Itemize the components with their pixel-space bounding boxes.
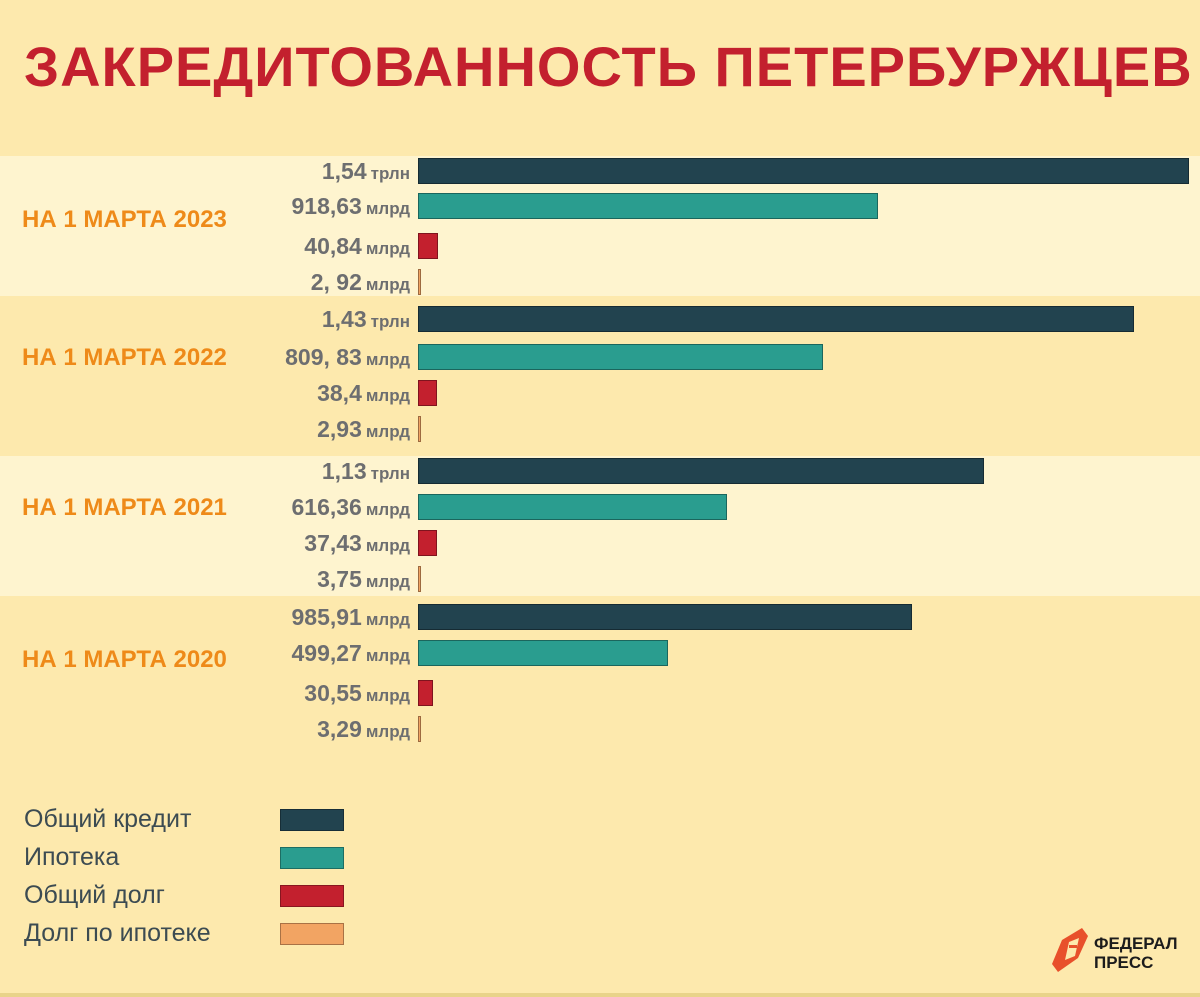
data-label-value: 37,43 xyxy=(304,530,362,556)
data-label: 2, 92 млрд xyxy=(311,271,410,294)
chart-title: ЗАКРЕДИТОВАННОСТЬ ПЕТЕРБУРЖЦЕВ xyxy=(24,35,1193,98)
bar xyxy=(418,680,434,706)
data-label-value: 30,55 xyxy=(304,680,362,706)
bar xyxy=(418,344,824,370)
logo-line-1: ФЕДЕРАЛ xyxy=(1094,934,1178,953)
legend-label: Ипотека xyxy=(24,843,120,871)
data-label: 1,54 трлн xyxy=(322,160,410,183)
data-label: 616,36 млрд xyxy=(292,496,411,519)
group-label: НА 1 МАРТА 2020 xyxy=(22,646,227,673)
bar xyxy=(418,566,421,592)
data-label-value: 616,36 xyxy=(291,494,362,520)
bar xyxy=(418,158,1189,184)
data-label: 2,93 млрд xyxy=(317,418,410,441)
data-label-value: 985,91 xyxy=(291,604,362,630)
federal-press-logo: ФЕДЕРАЛ ПРЕСС xyxy=(1052,928,1192,978)
legend-swatch xyxy=(280,885,344,907)
legend-label: Долг по ипотеке xyxy=(24,919,211,947)
legend-swatch xyxy=(280,809,344,831)
bar xyxy=(418,233,439,259)
data-label-value: 918,63 xyxy=(291,193,362,219)
data-label-value: 1,43 xyxy=(321,306,367,332)
data-label-unit: млрд xyxy=(365,239,410,258)
data-label-unit: млрд xyxy=(365,199,410,218)
data-label-value: 2,93 xyxy=(317,416,362,442)
legend-label: Общий долг xyxy=(24,881,165,909)
bar xyxy=(418,530,437,556)
data-label: 37,43 млрд xyxy=(304,532,410,555)
bar xyxy=(418,640,668,666)
legend-swatch xyxy=(280,923,344,945)
data-label-unit: трлн xyxy=(370,464,410,483)
group-label: НА 1 МАРТА 2022 xyxy=(22,344,227,371)
data-label: 499,27 млрд xyxy=(292,642,411,665)
data-label: 3,75 млрд xyxy=(317,568,410,591)
bottom-divider xyxy=(0,993,1200,997)
data-label-unit: млрд xyxy=(365,610,410,629)
group-label: НА 1 МАРТА 2021 xyxy=(22,494,227,521)
data-label-value: 1,13 xyxy=(321,458,367,484)
data-label: 3,29 млрд xyxy=(317,718,410,741)
data-label-unit: млрд xyxy=(365,646,410,665)
data-label-value: 3,29 xyxy=(317,716,362,742)
data-label-value: 38,4 xyxy=(317,380,362,406)
data-label: 1,13 трлн xyxy=(322,460,410,483)
bar xyxy=(418,269,421,295)
bar xyxy=(418,193,878,219)
data-label-unit: млрд xyxy=(365,722,410,741)
bar xyxy=(418,604,912,630)
data-label-value: 3,75 xyxy=(317,566,362,592)
legend-swatch xyxy=(280,847,344,869)
group-label: НА 1 МАРТА 2023 xyxy=(22,206,227,233)
data-label-unit: млрд xyxy=(365,500,410,519)
data-label: 985,91 млрд xyxy=(292,606,411,629)
data-label: 38,4 млрд xyxy=(317,382,410,405)
data-label-unit: млрд xyxy=(365,572,410,591)
bar xyxy=(418,716,421,742)
data-label: 809, 83 млрд xyxy=(285,346,410,369)
data-label-unit: млрд xyxy=(365,275,410,294)
data-label-unit: трлн xyxy=(370,312,410,331)
data-label-value: 2, 92 xyxy=(310,269,362,295)
federal-press-logo-icon xyxy=(1052,928,1088,972)
data-label-unit: млрд xyxy=(365,686,410,705)
bar xyxy=(418,458,984,484)
data-label-value: 499,27 xyxy=(291,640,362,666)
bar xyxy=(418,416,421,442)
data-label-unit: млрд xyxy=(365,536,410,555)
bar xyxy=(418,380,438,406)
data-label-unit: млрд xyxy=(365,422,410,441)
logo-line-2: ПРЕСС xyxy=(1094,953,1154,972)
data-label: 1,43 трлн xyxy=(322,308,410,331)
data-label: 30,55 млрд xyxy=(304,682,410,705)
data-label-value: 40,84 xyxy=(304,233,362,259)
legend-label: Общий кредит xyxy=(24,805,192,833)
data-label-unit: млрд xyxy=(365,350,410,369)
data-label-value: 809, 83 xyxy=(285,344,362,370)
data-label-unit: млрд xyxy=(365,386,410,405)
bar xyxy=(418,306,1134,332)
bar xyxy=(418,494,727,520)
data-label: 918,63 млрд xyxy=(292,195,411,218)
data-label: 40,84 млрд xyxy=(304,235,410,258)
data-label-value: 1,54 xyxy=(321,158,367,184)
data-label-unit: трлн xyxy=(370,164,410,183)
